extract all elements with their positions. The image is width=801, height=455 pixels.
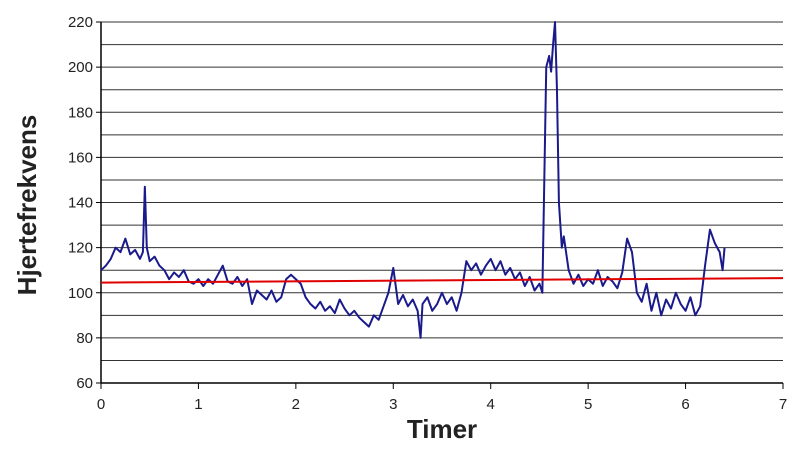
x-tick-label: 4 <box>487 396 495 413</box>
trend-line <box>100 277 784 284</box>
x-tick-label: 3 <box>389 396 397 413</box>
y-tick-label: 160 <box>68 149 93 166</box>
x-tick-label: 1 <box>194 396 202 413</box>
x-tick-label: 0 <box>97 396 105 413</box>
y-tick-label: 60 <box>76 375 93 392</box>
x-tick-label: 5 <box>584 396 592 413</box>
x-tick-label: 7 <box>779 396 787 413</box>
x-tick-label: 2 <box>292 396 300 413</box>
data-line <box>100 21 726 339</box>
y-tick-label: 80 <box>76 330 93 347</box>
y-tick-label: 220 <box>68 14 93 31</box>
x-tick-label: 6 <box>681 396 689 413</box>
y-tick-label: 180 <box>68 104 93 121</box>
y-tick-label: 200 <box>68 59 93 76</box>
y-axis-label: Hjertefrekvens <box>12 115 42 296</box>
x-axis-label: Timer <box>407 414 477 444</box>
y-tick-label: 100 <box>68 285 93 302</box>
y-tick-label: 140 <box>68 195 93 212</box>
y-tick-label: 120 <box>68 240 93 257</box>
